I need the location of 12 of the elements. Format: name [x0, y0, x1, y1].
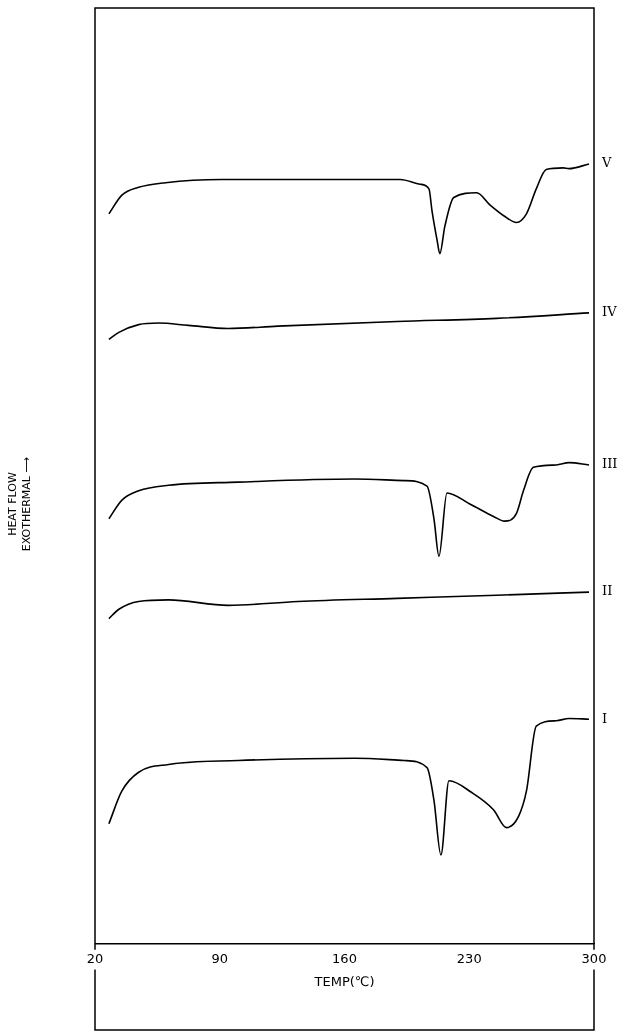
- x-tick-label: 160: [332, 950, 357, 966]
- y-axis-title: HEAT FLOW EXOTHERMAL ⟶: [6, 455, 34, 554]
- x-tick-label: 20: [86, 950, 104, 966]
- series-label: I: [602, 710, 608, 726]
- x-tick-label: 300: [581, 950, 607, 966]
- series-label: IV: [602, 304, 618, 320]
- series-label: V: [601, 155, 612, 171]
- series-label: III: [602, 456, 618, 472]
- x-axis-title: TEMP(℃): [313, 973, 375, 989]
- series-label: II: [602, 583, 613, 599]
- x-tick-label: 90: [211, 950, 229, 966]
- x-tick-label: 230: [456, 950, 482, 966]
